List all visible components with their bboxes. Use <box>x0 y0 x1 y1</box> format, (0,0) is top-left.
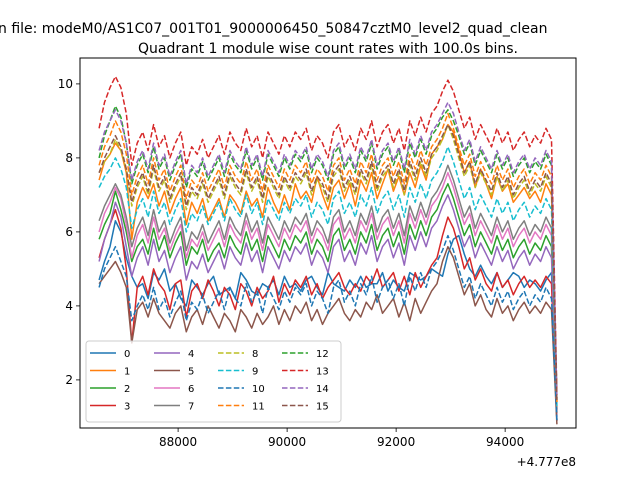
series-line-7 <box>98 164 558 410</box>
legend-label-10: 10 <box>252 384 265 395</box>
series-line-2 <box>98 183 558 414</box>
y-tick-label: 6 <box>65 225 73 239</box>
legend-label-15: 15 <box>316 402 329 413</box>
legend-label-0: 0 <box>124 349 130 360</box>
chart-title: Quadrant 1 module wise count rates with … <box>138 41 518 57</box>
series-line-6 <box>98 171 558 410</box>
legend-label-9: 9 <box>252 367 258 378</box>
legend-label-11: 11 <box>252 402 265 413</box>
legend-label-13: 13 <box>316 367 329 378</box>
series-line-9 <box>98 146 558 406</box>
x-offset-label: +4.777e8 <box>517 455 576 469</box>
y-tick-label: 2 <box>65 373 73 387</box>
figure-suptitle: n file: modeM0/AS1C07_001T01_9000006450_… <box>0 21 547 37</box>
series-layer <box>98 75 558 425</box>
series-line-8 <box>98 123 558 403</box>
legend-label-5: 5 <box>188 367 194 378</box>
legend-label-12: 12 <box>316 349 329 360</box>
y-tick-label: 8 <box>65 151 73 165</box>
legend-label-8: 8 <box>252 349 258 360</box>
series-line-4 <box>98 194 558 417</box>
series-line-14 <box>98 101 558 399</box>
series-line-13 <box>98 75 558 395</box>
legend-label-14: 14 <box>316 384 329 395</box>
y-tick-label: 4 <box>65 299 73 313</box>
legend-label-6: 6 <box>188 384 194 395</box>
x-axis: 88000 90000 92000 94000 <box>159 428 524 449</box>
y-axis: 2 4 6 8 10 <box>58 77 80 387</box>
x-tick-label: 88000 <box>159 435 197 449</box>
x-tick-label: 92000 <box>377 435 415 449</box>
series-line-11 <box>98 112 558 403</box>
legend-box <box>85 340 342 423</box>
y-tick-label: 10 <box>58 77 73 91</box>
series-line-1 <box>98 123 558 403</box>
series-line-3 <box>98 208 558 421</box>
legend-label-3: 3 <box>124 402 130 413</box>
series-line-12 <box>98 105 558 399</box>
series-line-15 <box>98 123 558 403</box>
legend-label-7: 7 <box>188 402 194 413</box>
x-tick-label: 94000 <box>486 435 524 449</box>
plot-frame <box>79 57 577 429</box>
legend-label-2: 2 <box>124 384 130 395</box>
legend-label-4: 4 <box>188 349 194 360</box>
legend-label-1: 1 <box>124 367 130 378</box>
x-tick-label: 90000 <box>268 435 306 449</box>
series-line-10 <box>98 234 558 421</box>
